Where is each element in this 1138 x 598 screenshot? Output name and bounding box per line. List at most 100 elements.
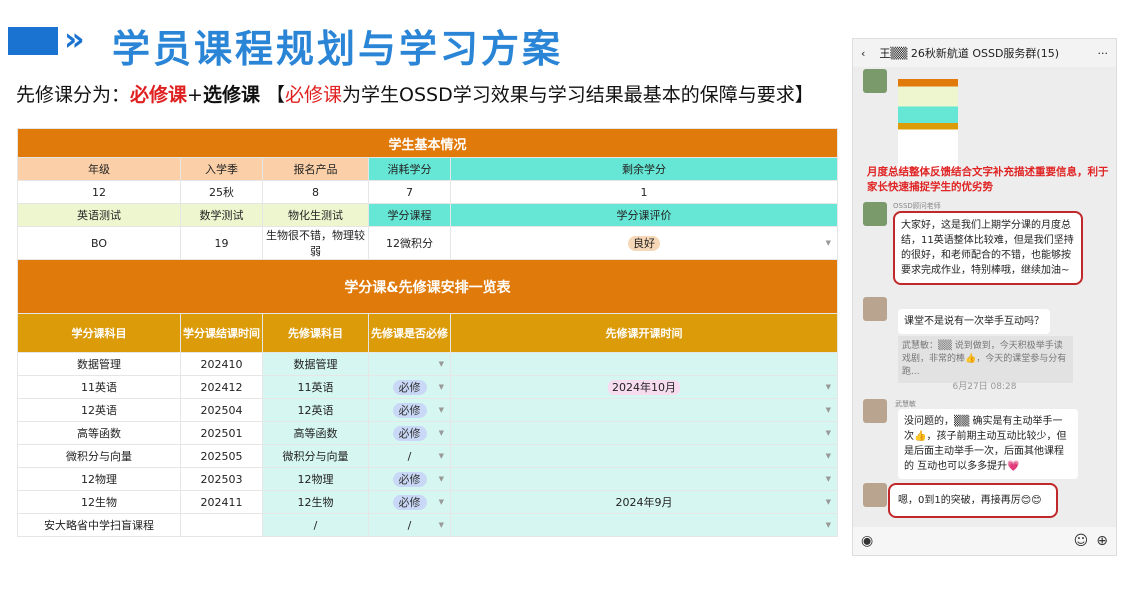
header-cell: 物化生测试: [262, 203, 369, 227]
start-date-select[interactable]: ▼: [450, 398, 838, 422]
cell-text: 安大略省中学扫盲课程: [44, 519, 154, 532]
cell-text: 先修课开课时间: [605, 327, 683, 340]
dropdown-arrow-icon[interactable]: ▼: [438, 521, 444, 529]
value-cell: 8: [262, 180, 369, 204]
dropdown-arrow-icon[interactable]: ▼: [825, 429, 831, 437]
cell-text: 202505: [200, 449, 243, 463]
cell-text: 年级: [88, 163, 110, 176]
table-row: 12 25秋 8 7 1: [17, 180, 838, 204]
chat-input-bar: ◉ ☺ ⊕: [853, 527, 1116, 555]
cell-text: 消耗学分: [387, 163, 432, 176]
dropdown-arrow-icon[interactable]: ▼: [438, 360, 444, 368]
start-date-select[interactable]: ▼: [450, 513, 838, 537]
dropdown-arrow-icon[interactable]: ▼: [825, 475, 831, 483]
cell-text: 12物理: [81, 473, 117, 486]
basic-info-title: 学生基本情况: [17, 128, 838, 158]
dropdown-arrow-icon[interactable]: ▼: [438, 429, 444, 437]
header-cell: 年级: [17, 157, 181, 181]
subject-cell: 12英语: [17, 398, 181, 422]
dropdown-arrow-icon[interactable]: ▼: [825, 521, 831, 529]
cell-text: 数据管理: [293, 358, 338, 371]
table-row: 学分课科目 学分课结课时间 先修课科目 先修课是否必修 先修课开课时间: [17, 313, 838, 353]
table-row: 年级 入学季 报名产品 消耗学分 剩余学分: [17, 157, 838, 181]
required-select[interactable]: 必修 ▼: [368, 421, 451, 445]
cell-text: 先修课是否必修: [371, 327, 448, 340]
quoted-message: 武慧敏：▒▒ 说到做到，今天积极举手读戏剧，非常的棒👍，今天的课堂参与分有跑..…: [898, 336, 1073, 383]
cell-text: 12英语: [81, 404, 117, 417]
avatar: [863, 399, 887, 423]
cell-text: 202504: [200, 403, 243, 417]
column-header: 先修课开课时间: [450, 313, 838, 353]
cell-text: 202503: [200, 472, 243, 486]
dropdown-arrow-icon[interactable]: ▼: [825, 452, 831, 460]
header-cell: 学分课程: [368, 203, 451, 227]
cell-text: 英语测试: [77, 209, 121, 222]
cell-text: 202412: [200, 380, 243, 394]
table-row: 学分课&先修课安排一览表: [17, 259, 838, 314]
required-select[interactable]: ▼: [368, 352, 451, 376]
back-icon[interactable]: ‹: [861, 46, 866, 60]
required-select[interactable]: 必修 ▼: [368, 375, 451, 399]
cell-text: BO: [90, 236, 107, 250]
page-title: 学员课程规划与学习方案: [112, 27, 564, 71]
dropdown-arrow-icon[interactable]: ▼: [438, 475, 444, 483]
chevron-icon: »: [64, 20, 84, 58]
subject-cell: 数据管理: [17, 352, 181, 376]
cell-text: 12生物: [297, 496, 334, 509]
cell-text: 微积分与向量: [282, 450, 349, 463]
dropdown-arrow-icon[interactable]: ▼: [825, 498, 831, 506]
required-select[interactable]: 必修 ▼: [368, 490, 451, 514]
end-date-cell: 202503: [180, 467, 263, 491]
dropdown-arrow-icon[interactable]: ▼: [825, 239, 831, 247]
end-date-cell: 202504: [180, 398, 263, 422]
start-date-select[interactable]: ▼: [450, 421, 838, 445]
start-date-select[interactable]: ▼: [450, 444, 838, 468]
subtitle: 先修课分为：必修课+选修课 【必修课为学生OSSD学习效果与学习结果最基本的保障…: [16, 80, 814, 107]
table-image-thumbnail[interactable]: [898, 79, 958, 171]
required-select[interactable]: / ▼: [368, 513, 451, 537]
dropdown-arrow-icon[interactable]: ▼: [825, 406, 831, 414]
emoji-icon[interactable]: ☺: [1073, 533, 1089, 549]
dropdown-arrow-icon[interactable]: ▼: [825, 383, 831, 391]
bracket: 【: [259, 84, 286, 106]
header-cell: 数学测试: [180, 203, 263, 227]
value-cell: 12: [17, 180, 181, 204]
chat-header: ‹ 王▒▒ 26秋新航道 OSSD服务群(15) ···: [853, 39, 1116, 67]
end-date-cell: 202412: [180, 375, 263, 399]
chat-screenshot: ‹ 王▒▒ 26秋新航道 OSSD服务群(15) ··· 月度总结整体反馈结合文字补…: [852, 38, 1117, 556]
cell-text: 入学季: [205, 163, 238, 176]
plus-icon[interactable]: ⊕: [1096, 533, 1108, 549]
avatar: [863, 69, 887, 93]
value-cell: 1: [450, 180, 838, 204]
cell-text: 2024年9月: [615, 496, 673, 509]
end-date-cell: 202505: [180, 444, 263, 468]
dropdown-arrow-icon[interactable]: ▼: [438, 383, 444, 391]
required-select[interactable]: / ▼: [368, 444, 451, 468]
prereq-cell: 12物理: [262, 467, 369, 491]
voice-icon[interactable]: ◉: [861, 533, 874, 549]
table-row: 11英语 202412 11英语 必修 ▼ 2024年10月 ▼: [17, 375, 838, 399]
value-cell[interactable]: 良好 ▼: [450, 226, 838, 260]
subject-cell: 12生物: [17, 490, 181, 514]
annotation: 月度总结整体反馈结合文字补充描述重要信息，利于家长快速捕捉学生的优劣势: [867, 166, 1109, 193]
table-row: 高等函数 202501 高等函数 必修 ▼ ▼: [17, 421, 838, 445]
cell-text: 数学测试: [199, 209, 244, 222]
cell-text: 报名产品: [293, 163, 338, 176]
cell-text: /: [407, 518, 412, 532]
start-date-select[interactable]: ▼: [450, 467, 838, 491]
value-cell: 19: [180, 226, 263, 260]
dropdown-arrow-icon[interactable]: ▼: [438, 498, 444, 506]
required-select[interactable]: 必修 ▼: [368, 398, 451, 422]
cell-text: 高等函数: [77, 427, 121, 440]
dropdown-arrow-icon[interactable]: ▼: [438, 406, 444, 414]
plus: +: [187, 84, 203, 106]
start-date-select[interactable]: 2024年10月 ▼: [450, 375, 838, 399]
dropdown-arrow-icon[interactable]: ▼: [438, 452, 444, 460]
cell-text: 1: [640, 185, 648, 199]
cell-text: 202501: [200, 426, 243, 440]
required-select[interactable]: 必修 ▼: [368, 467, 451, 491]
more-icon[interactable]: ···: [1097, 46, 1109, 60]
cell-text: 物化生测试: [288, 209, 343, 222]
start-date-select[interactable]: 2024年9月 ▼: [450, 490, 838, 514]
table-row: 英语测试 数学测试 物化生测试 学分课程 学分课评价: [17, 203, 838, 227]
